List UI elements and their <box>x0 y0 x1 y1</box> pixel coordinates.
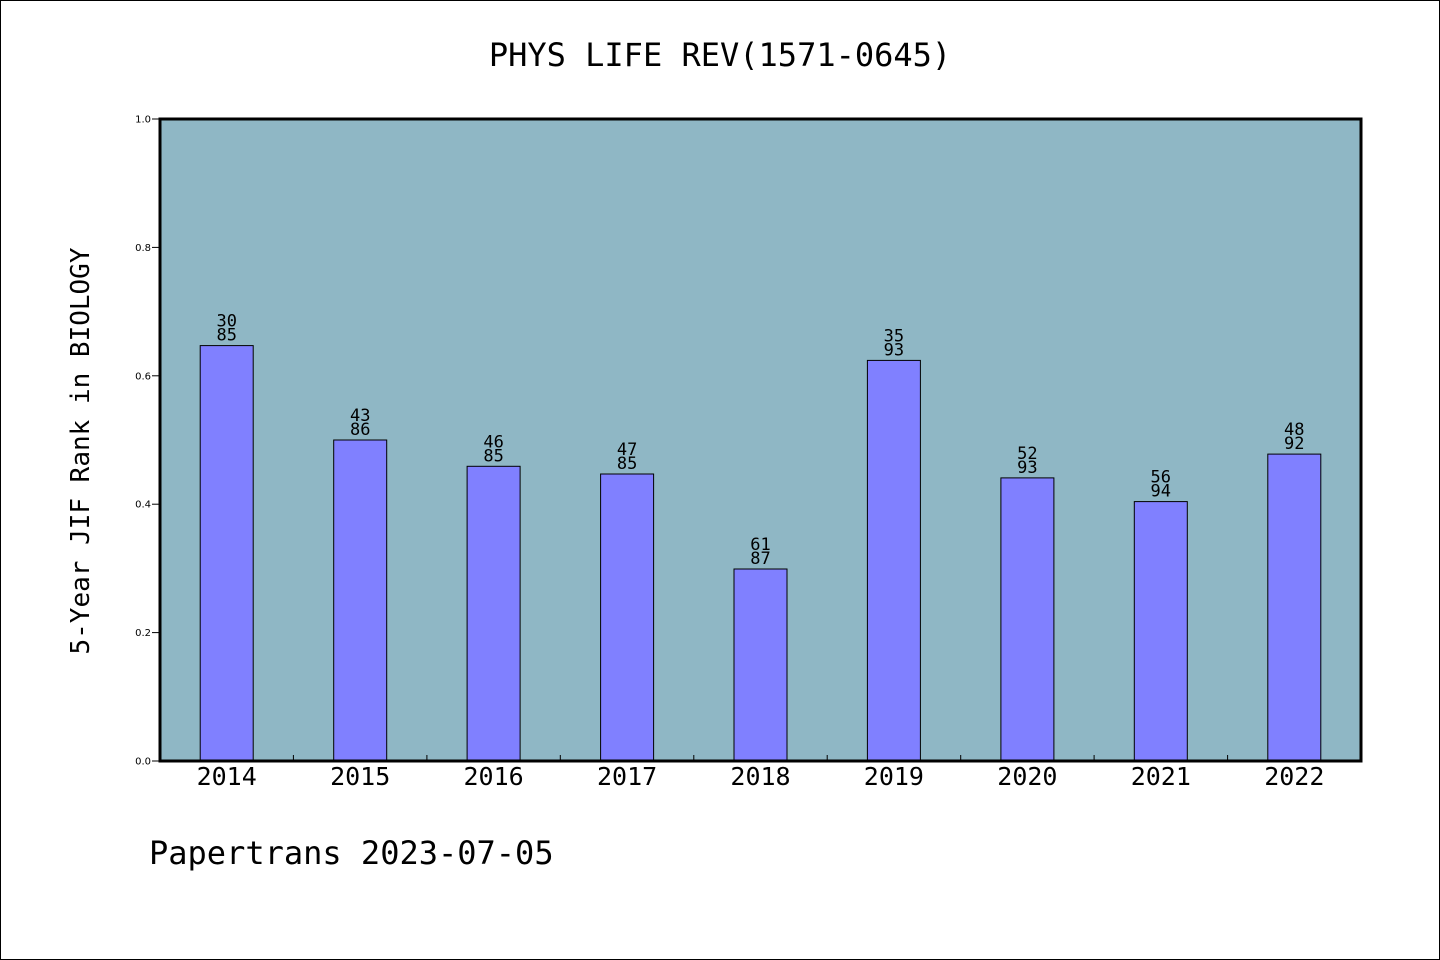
bar-label-top-2018: 61 <box>750 535 770 555</box>
bar-2019 <box>866 359 921 762</box>
bar-2020 <box>1000 477 1055 762</box>
y-axis-label: 5-Year JIF Rank in BIOLOGY <box>66 247 96 654</box>
bar-label-bottom-2019: 93 <box>884 340 904 360</box>
bar-label-top-2022: 48 <box>1284 420 1304 440</box>
x-tick-label-2017: 2017 <box>597 762 657 791</box>
y-tick-label: 0.0 <box>135 757 151 768</box>
bar-label-top-2019: 35 <box>884 326 904 346</box>
bar-label-top-2020: 52 <box>1017 444 1037 464</box>
y-tick-label: 0.2 <box>135 628 151 639</box>
y-tick-label: 1.0 <box>135 115 151 126</box>
bar-label-bottom-2017: 85 <box>617 454 637 474</box>
x-tick-label-2018: 2018 <box>730 762 790 791</box>
ticks-layer: 2014 2015 2016 2017 2018 2019 2020 2021 2022 0.0 0… <box>135 115 1324 792</box>
x-tick-label-2021: 2021 <box>1131 762 1191 791</box>
x-tick-label-2016: 2016 <box>463 762 523 791</box>
bar-2017 <box>600 473 655 762</box>
bar-label-bottom-2020: 93 <box>1017 458 1037 478</box>
x-tick-label-2019: 2019 <box>864 762 924 791</box>
bar-label-top-2016: 46 <box>483 432 503 452</box>
bar-label-bottom-2015: 86 <box>350 420 370 440</box>
bar-label-top-2017: 47 <box>617 440 637 460</box>
bar-label-bottom-2014: 85 <box>216 326 236 346</box>
x-tick-label-2020: 2020 <box>997 762 1057 791</box>
bar-2022 <box>1267 453 1322 762</box>
bar-2015 <box>333 439 388 762</box>
x-tick-label-2014: 2014 <box>197 762 257 791</box>
plot-border <box>158 117 1363 763</box>
bar-label-top-2021: 56 <box>1151 468 1171 488</box>
bar-label-top-2014: 30 <box>216 312 236 332</box>
footer-text: Papertrans 2023-07-05 <box>149 834 554 872</box>
bar-2018 <box>733 568 788 762</box>
bar-label-bottom-2021: 94 <box>1151 482 1171 502</box>
bar-label-bottom-2016: 85 <box>483 446 503 466</box>
bar-2016 <box>466 465 521 762</box>
y-tick-label: 0.8 <box>135 243 151 254</box>
bar-2014 <box>199 345 254 762</box>
x-tick-label-2022: 2022 <box>1264 762 1324 791</box>
chart-title: PHYS LIFE REV(1571-0645) <box>489 36 951 74</box>
y-tick-label: 0.6 <box>135 371 151 382</box>
bar-label-top-2015: 43 <box>350 406 370 426</box>
bar-label-bottom-2022: 92 <box>1284 434 1304 454</box>
x-tick-label-2015: 2015 <box>330 762 390 791</box>
y-tick-label: 0.4 <box>135 500 151 511</box>
bar-label-bottom-2018: 87 <box>750 549 770 569</box>
bar-2021 <box>1133 501 1188 762</box>
